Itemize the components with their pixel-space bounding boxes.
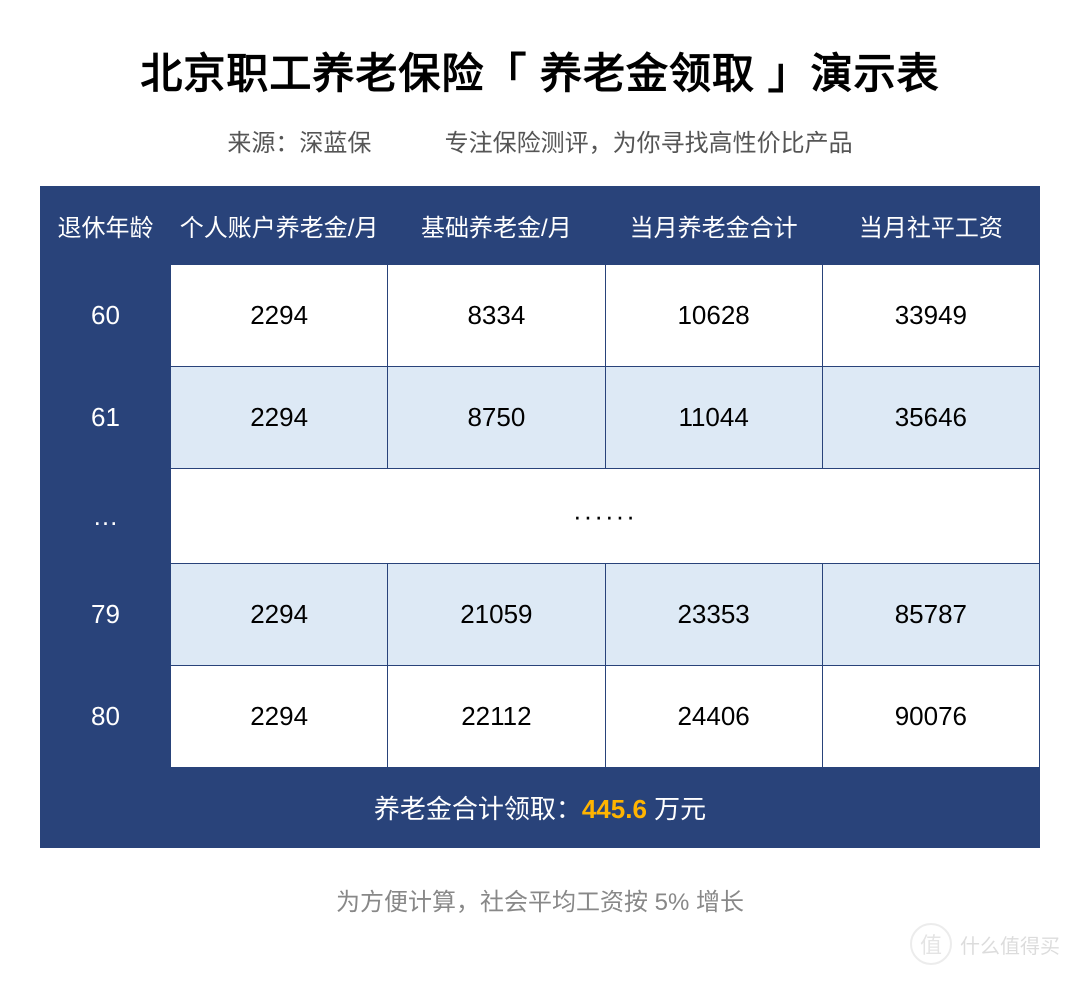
table-row: 60 2294 8334 10628 33949	[41, 265, 1040, 367]
watermark: 值 什么值得买	[910, 923, 1060, 965]
col-header-avgwage: 当月社平工资	[822, 187, 1039, 265]
cell-personal: 2294	[171, 564, 388, 666]
cell-age: 79	[41, 564, 171, 666]
summary-cell: 养老金合计领取：445.6 万元	[41, 768, 1040, 848]
summary-unit: 万元	[647, 794, 706, 824]
cell-basic: 22112	[388, 666, 605, 768]
table-row: 79 2294 21059 23353 85787	[41, 564, 1040, 666]
table-row: 61 2294 8750 11044 35646	[41, 367, 1040, 469]
col-header-personal: 个人账户养老金/月	[171, 187, 388, 265]
page-title: 北京职工养老保险「 养老金领取 」演示表	[40, 40, 1040, 101]
cell-basic: 8750	[388, 367, 605, 469]
cell-personal: 2294	[171, 265, 388, 367]
pension-table: 退休年龄 个人账户养老金/月 基础养老金/月 当月养老金合计 当月社平工资 60…	[40, 186, 1040, 848]
cell-avgwage: 90076	[822, 666, 1039, 768]
subtitle-slogan: 专注保险测评，为你寻找高性价比产品	[445, 130, 853, 157]
col-header-total: 当月养老金合计	[605, 187, 822, 265]
table-summary-row: 养老金合计领取：445.6 万元	[41, 768, 1040, 848]
col-header-basic: 基础养老金/月	[388, 187, 605, 265]
watermark-badge-icon: 值	[910, 923, 952, 965]
cell-body-ellipsis: ······	[171, 469, 1040, 564]
cell-total: 23353	[605, 564, 822, 666]
table-header-row: 退休年龄 个人账户养老金/月 基础养老金/月 当月养老金合计 当月社平工资	[41, 187, 1040, 265]
cell-total: 10628	[605, 265, 822, 367]
cell-avgwage: 35646	[822, 367, 1039, 469]
watermark-text: 什么值得买	[960, 930, 1060, 959]
table-row: 80 2294 22112 24406 90076	[41, 666, 1040, 768]
page: 北京职工养老保险「 养老金领取 」演示表 来源：深蓝保 专注保险测评，为你寻找高…	[0, 0, 1080, 917]
cell-age: 80	[41, 666, 171, 768]
cell-avgwage: 85787	[822, 564, 1039, 666]
col-header-age: 退休年龄	[41, 187, 171, 265]
table-body: 60 2294 8334 10628 33949 61 2294 8750 11…	[41, 265, 1040, 848]
table-row-ellipsis: … ······	[41, 469, 1040, 564]
cell-total: 11044	[605, 367, 822, 469]
cell-age-ellipsis: …	[41, 469, 171, 564]
cell-age: 60	[41, 265, 171, 367]
cell-total: 24406	[605, 666, 822, 768]
subtitle: 来源：深蓝保 专注保险测评，为你寻找高性价比产品	[40, 123, 1040, 158]
summary-amount: 445.6	[582, 794, 647, 824]
summary-label: 养老金合计领取：	[374, 794, 582, 824]
footnote: 为方便计算，社会平均工资按 5% 增长	[40, 882, 1040, 917]
cell-avgwage: 33949	[822, 265, 1039, 367]
cell-age: 61	[41, 367, 171, 469]
subtitle-source: 来源：深蓝保	[227, 130, 371, 157]
cell-personal: 2294	[171, 367, 388, 469]
cell-basic: 21059	[388, 564, 605, 666]
cell-personal: 2294	[171, 666, 388, 768]
cell-basic: 8334	[388, 265, 605, 367]
